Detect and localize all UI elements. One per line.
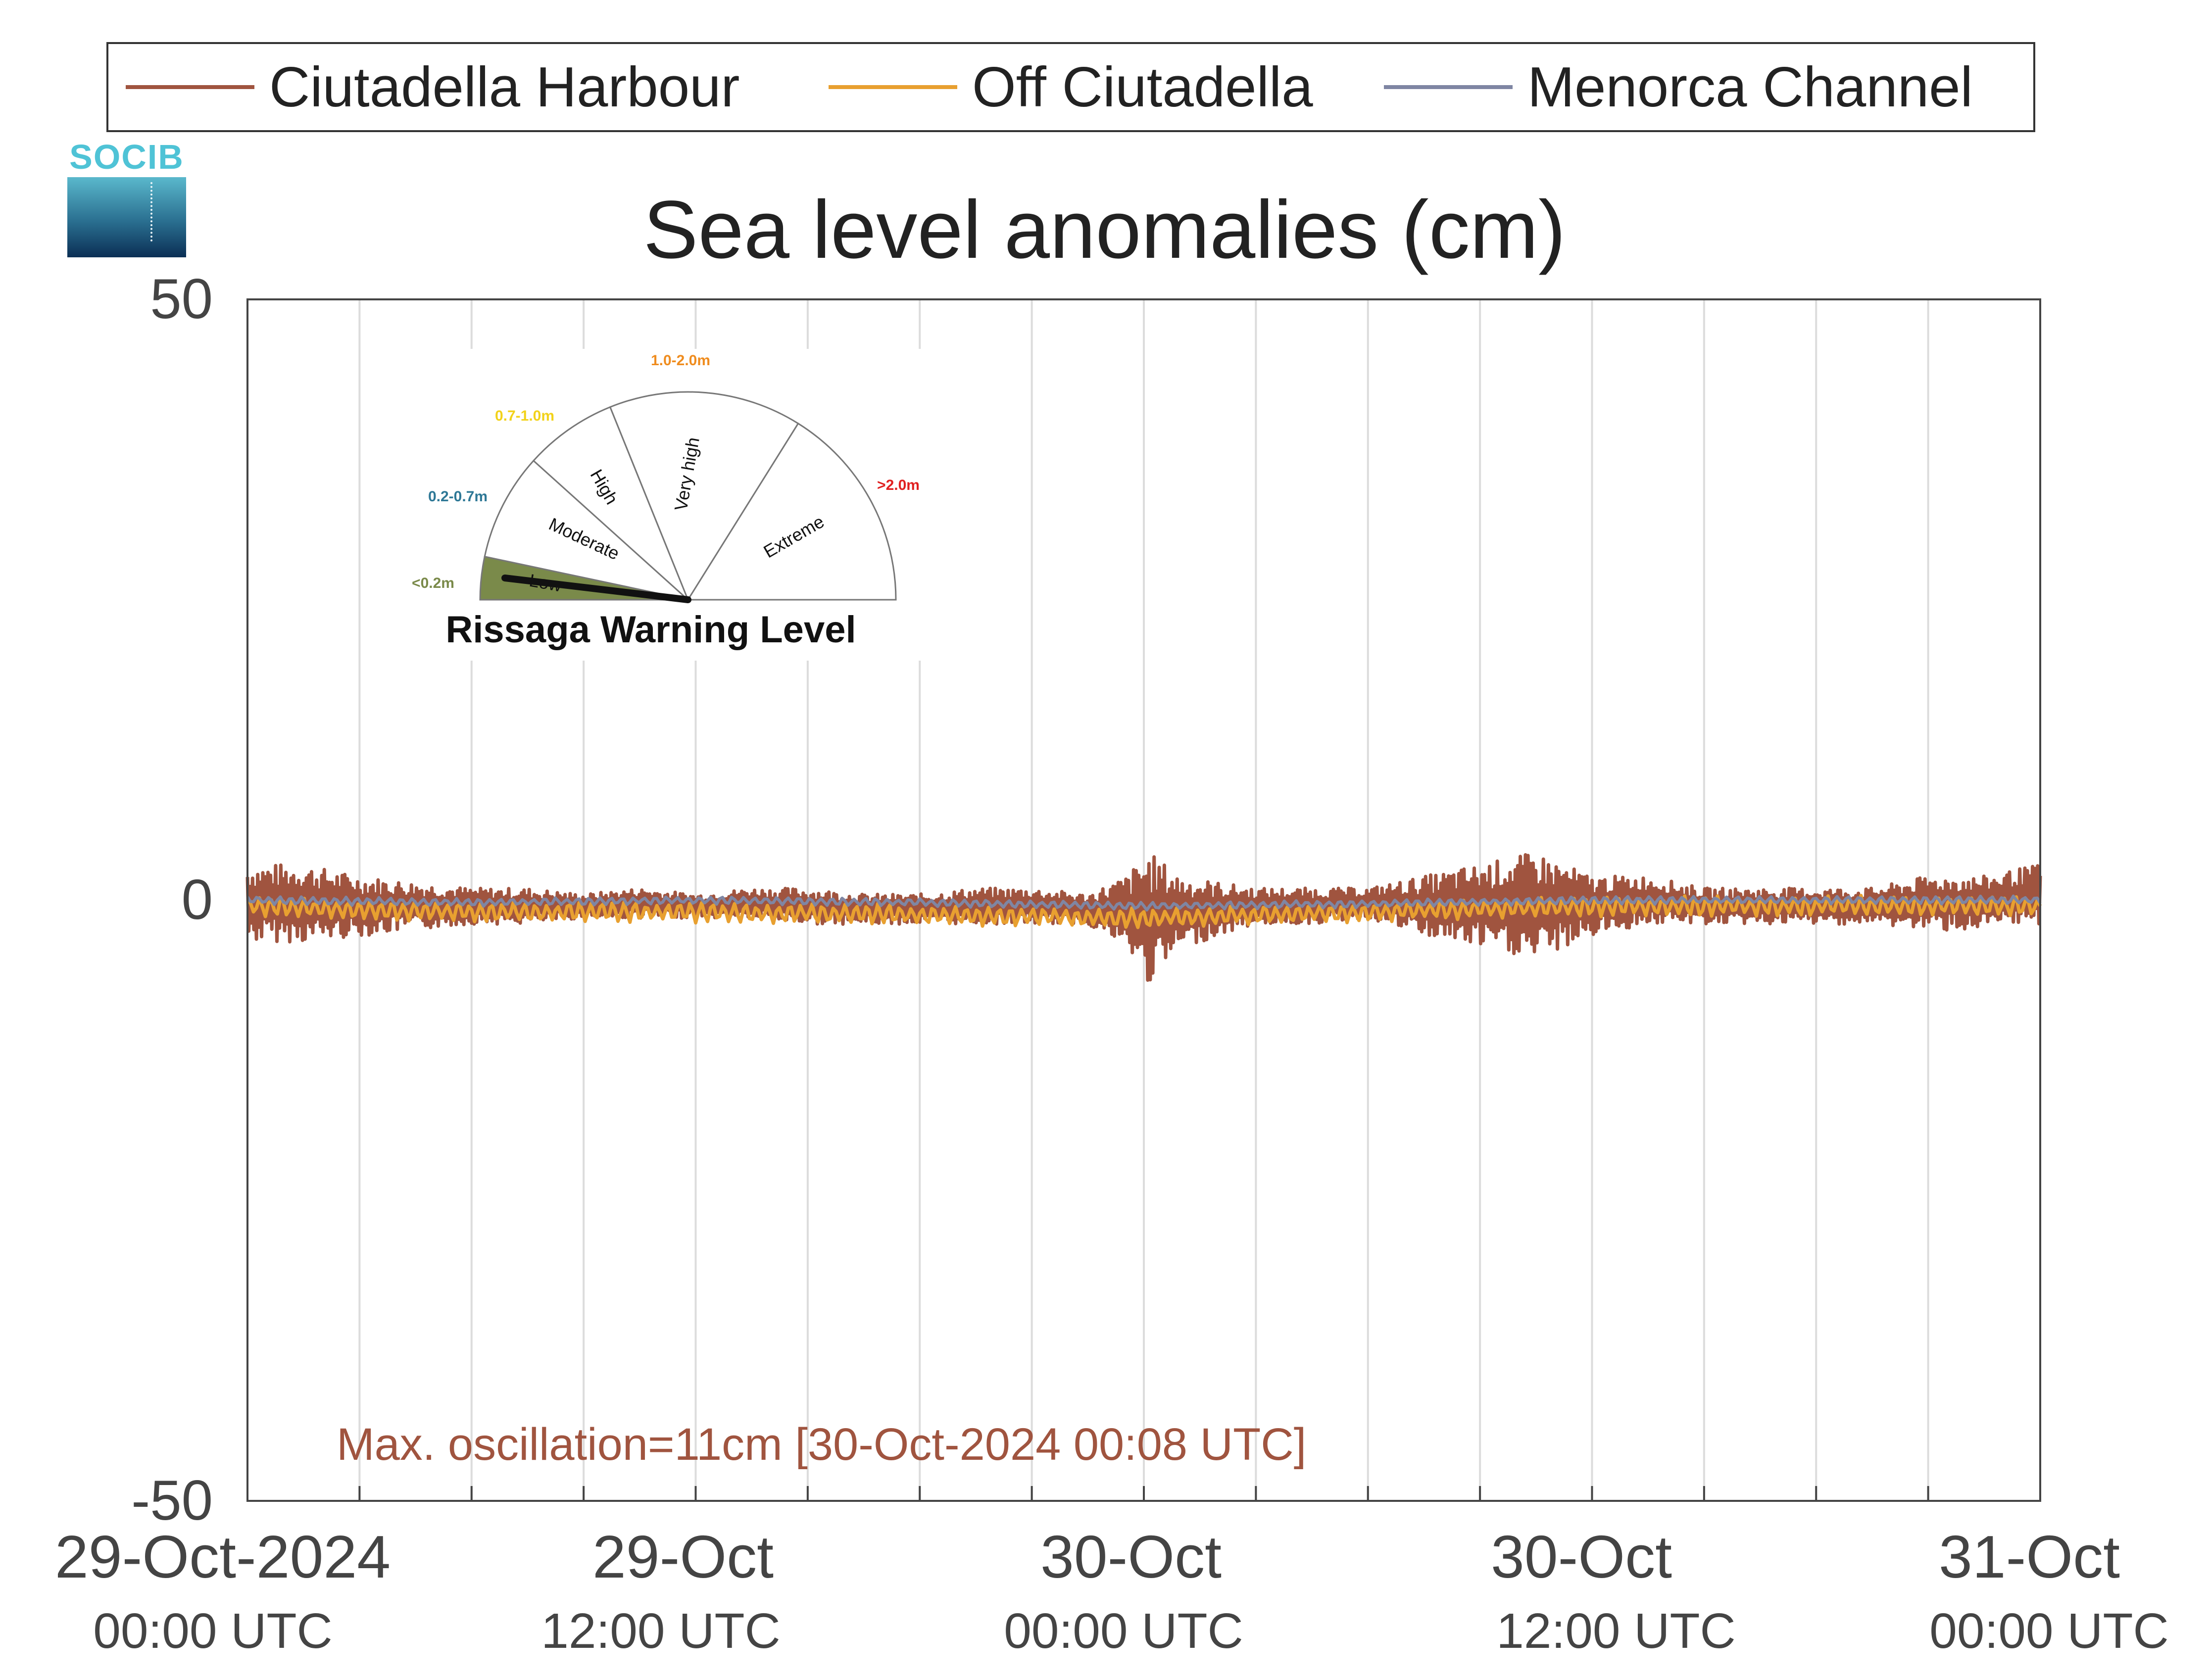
x-tick-sublabel: 12:00 UTC — [541, 1603, 781, 1659]
legend-label: Off Ciutadella — [972, 55, 1313, 119]
gauge-wedge — [609, 391, 799, 602]
legend-swatch — [1384, 85, 1513, 89]
gauge-wedge — [687, 422, 897, 601]
gauge-range-label: 0.2-0.7m — [428, 488, 488, 505]
logo-dash — [150, 182, 154, 241]
gauge-range-label: 0.7-1.0m — [495, 408, 554, 424]
gauge-needle — [501, 575, 691, 603]
legend-label: Ciutadella Harbour — [269, 55, 740, 119]
gauge-wedge — [484, 459, 691, 601]
x-tick-label: 30-Oct — [1491, 1523, 1672, 1590]
max-oscillation-annotation: Max. oscillation=11cm [30-Oct-2024 00:08… — [337, 1419, 1306, 1470]
x-tick-sublabel: 12:00 UTC — [1496, 1603, 1736, 1659]
x-tick-sublabel: 00:00 UTC — [1004, 1603, 1243, 1659]
x-tick-labels: 29-Oct-2024 00:00 UTC 29-Oct 12:00 UTC 30-Oc… — [55, 1523, 2169, 1659]
gauge-wedge — [532, 406, 689, 601]
x-tick-label: 29-Oct — [592, 1523, 774, 1590]
chart-title: Sea level anomalies (cm) — [643, 184, 1566, 276]
x-tick-sublabel: 00:00 UTC — [93, 1603, 333, 1659]
gauge-range-label: 1.0-2.0m — [651, 352, 710, 369]
y-tick-label: -50 — [131, 1469, 213, 1532]
legend-swatch — [126, 85, 254, 89]
rissaga-warning-gauge: LowModerateHighVery highExtreme<0.2m0.2-… — [398, 349, 926, 661]
series-line-menorca-channel — [246, 894, 2042, 912]
legend-item-menorca-channel: Menorca Channel — [1384, 44, 1973, 130]
y-tick-labels: 50 0 -50 — [131, 268, 213, 1532]
legend: Ciutadella Harbour Off Ciutadella Menorc… — [106, 42, 2035, 132]
gauge-title: Rissaga Warning Level — [445, 609, 856, 651]
y-tick-label: 50 — [150, 268, 213, 331]
legend-item-ciutadella-harbour: Ciutadella Harbour — [126, 44, 740, 130]
plot-frame — [246, 298, 2041, 1502]
legend-swatch — [829, 85, 957, 89]
series-lines — [245, 853, 2042, 982]
logo-graphic — [67, 177, 186, 257]
gauge-range-label: <0.2m — [412, 575, 454, 591]
legend-item-off-ciutadella: Off Ciutadella — [829, 44, 1313, 130]
gauge-wedges — [479, 391, 897, 602]
x-tick-label: 30-Oct — [1040, 1523, 1222, 1590]
x-tick-sublabel: 00:00 UTC — [1929, 1603, 2169, 1659]
legend-label: Menorca Channel — [1527, 55, 1973, 119]
x-tick-label: 29-Oct-2024 — [55, 1523, 391, 1590]
socib-logo: SOCIB — [67, 139, 186, 257]
logo-text: SOCIB — [69, 138, 184, 176]
x-tick-label: 31-Oct — [1939, 1523, 2120, 1590]
gauge-range-label: >2.0m — [877, 477, 920, 493]
y-tick-label: 0 — [182, 868, 213, 931]
